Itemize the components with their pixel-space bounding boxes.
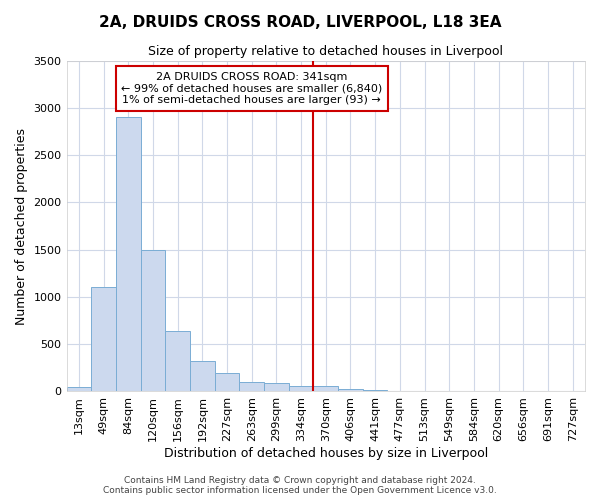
Bar — [116, 118, 140, 392]
Text: 2A DRUIDS CROSS ROAD: 341sqm
← 99% of detached houses are smaller (6,840)
1% of : 2A DRUIDS CROSS ROAD: 341sqm ← 99% of de… — [121, 72, 382, 105]
Bar — [313, 386, 338, 392]
Title: Size of property relative to detached houses in Liverpool: Size of property relative to detached ho… — [148, 45, 503, 58]
Bar — [338, 389, 363, 392]
Bar — [289, 386, 313, 392]
Bar — [264, 383, 289, 392]
Y-axis label: Number of detached properties: Number of detached properties — [15, 128, 28, 324]
Bar — [140, 250, 165, 392]
Bar — [67, 386, 91, 392]
X-axis label: Distribution of detached houses by size in Liverpool: Distribution of detached houses by size … — [164, 447, 488, 460]
Bar — [165, 331, 190, 392]
Bar — [215, 374, 239, 392]
Bar — [239, 382, 264, 392]
Bar — [190, 361, 215, 392]
Text: Contains HM Land Registry data © Crown copyright and database right 2024.
Contai: Contains HM Land Registry data © Crown c… — [103, 476, 497, 495]
Bar — [91, 288, 116, 392]
Bar — [363, 390, 388, 392]
Text: 2A, DRUIDS CROSS ROAD, LIVERPOOL, L18 3EA: 2A, DRUIDS CROSS ROAD, LIVERPOOL, L18 3E… — [99, 15, 501, 30]
